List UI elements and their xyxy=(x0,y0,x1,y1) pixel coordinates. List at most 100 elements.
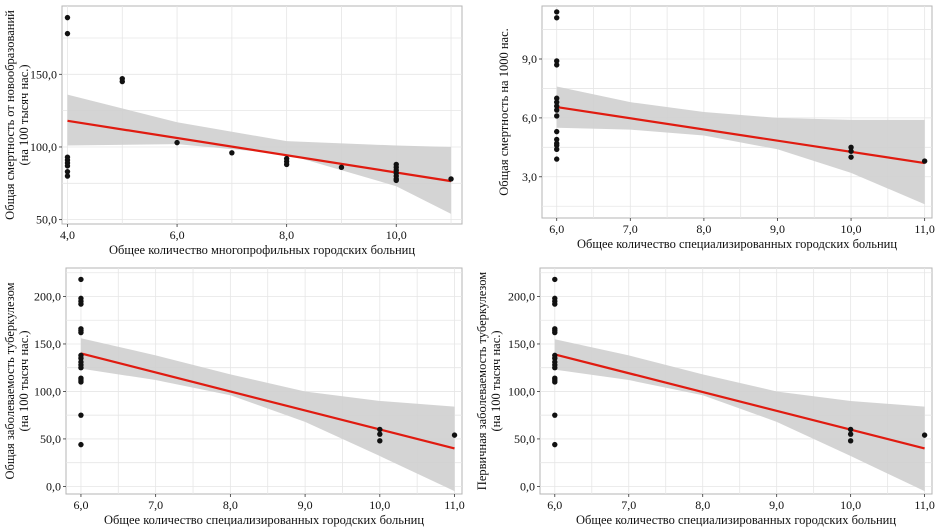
regression-line xyxy=(80,352,455,450)
data-point xyxy=(552,301,558,307)
data-point xyxy=(554,107,560,113)
data-point xyxy=(552,355,558,361)
data-point xyxy=(377,431,383,437)
y-tick-label: 150,0 xyxy=(508,337,535,351)
x-tick-label: 6,0 xyxy=(547,498,562,512)
data-point xyxy=(64,163,71,169)
x-tick-label: 9,0 xyxy=(770,222,785,236)
data-point xyxy=(64,173,71,179)
x-tick-label: 6,0 xyxy=(73,498,88,512)
y-tick-label: 200,0 xyxy=(34,289,61,303)
data-point xyxy=(552,379,558,385)
data-point xyxy=(921,432,928,438)
regression-line xyxy=(556,106,925,165)
data-point xyxy=(848,154,854,160)
data-point xyxy=(554,62,560,68)
x-tick-label: 7,0 xyxy=(621,498,636,512)
data-point xyxy=(554,156,560,162)
data-point xyxy=(78,441,84,448)
chart-tb-incidence-primary: 6,0 7,0 8,0 9,0 10,0 11,0 0,0 50,0 100,0 150,0 200… xyxy=(475,267,935,527)
data-point xyxy=(554,99,560,105)
data-point xyxy=(552,441,558,448)
data-point xyxy=(119,78,125,85)
chart-mortality-neoplasms: 4,0 6,0 8,0 10,0 50,0 100,0 150,0 Общее количес… xyxy=(3,5,463,257)
data-point xyxy=(174,139,180,146)
data-point xyxy=(552,276,558,283)
x-tick-label: 8,0 xyxy=(279,228,294,242)
data-point xyxy=(229,150,235,156)
x-axis-label: Общее количество специализированных горо… xyxy=(577,237,897,251)
data-point xyxy=(78,276,84,283)
x-tick-label: 10,0 xyxy=(841,222,862,236)
y-tick-label: 100,0 xyxy=(34,384,61,398)
y-tick-label: 200,0 xyxy=(508,289,535,303)
y-tick-label: 6,0 xyxy=(522,111,537,125)
y-tick-label: 50,0 xyxy=(514,432,535,446)
x-tick-label: 4,0 xyxy=(60,228,75,242)
y-axis-label-line: Общая смертность на 1000 нас. xyxy=(497,28,511,195)
data-point xyxy=(393,177,399,184)
data-point xyxy=(848,148,854,154)
data-point xyxy=(554,58,560,64)
data-point xyxy=(554,103,560,109)
x-tick-label: 11,0 xyxy=(914,498,935,512)
data-point xyxy=(554,128,560,135)
y-axis-label-line: (на 100 тысяч нас.) xyxy=(17,330,31,431)
data-point xyxy=(78,365,84,371)
data-point xyxy=(64,14,71,21)
data-point xyxy=(847,438,854,444)
data-point xyxy=(554,136,560,143)
y-axis-label-line: Общая смертность от новообразований xyxy=(3,10,17,220)
x-tick-label: 6,0 xyxy=(170,228,185,242)
x-axis-label: Общее количество специализированных горо… xyxy=(576,513,896,527)
y-axis-label: Общая смертность от новообразований (на 1… xyxy=(3,10,31,220)
data-point xyxy=(554,9,560,15)
data-point xyxy=(848,144,854,151)
data-point xyxy=(921,158,928,164)
data-point xyxy=(448,176,454,182)
data-point xyxy=(64,168,71,175)
chart-tb-incidence-total: 6,0 7,0 8,0 9,0 10,0 11,0 0,0 50,0 100,0 150,0 200… xyxy=(3,267,465,527)
y-tick-label: 0,0 xyxy=(46,479,61,493)
y-tick-label: 9,0 xyxy=(522,52,537,66)
data-point xyxy=(554,142,560,149)
data-point xyxy=(78,329,84,336)
x-tick-label: 8,0 xyxy=(696,222,711,236)
y-axis-label: Общая заболеваемость туберкулезом (на 100… xyxy=(3,282,31,479)
confidence-band xyxy=(556,86,925,205)
data-point xyxy=(78,355,84,361)
x-tick-label: 7,0 xyxy=(623,222,638,236)
data-point xyxy=(283,161,290,168)
x-tick-label: 9,0 xyxy=(769,498,784,512)
y-axis-label-line: Общая заболеваемость туберкулезом xyxy=(3,282,17,479)
y-tick-label: 150,0 xyxy=(34,337,61,351)
y-tick-label: 150,0 xyxy=(30,67,57,81)
data-point xyxy=(554,95,560,101)
y-axis-label-line: (на 100 тысяч нас.) xyxy=(489,330,503,431)
y-axis-label-line: Первичная заболеваемость туберкулезом xyxy=(475,272,489,490)
x-tick-label: 10,0 xyxy=(386,228,407,242)
confidence-band xyxy=(67,94,452,214)
data-point xyxy=(847,431,854,437)
data-point xyxy=(552,329,558,336)
y-tick-label: 0,0 xyxy=(520,479,535,493)
y-tick-label: 50,0 xyxy=(36,213,57,227)
y-tick-label: 50,0 xyxy=(40,432,61,446)
y-axis-label: Первичная заболеваемость туберкулезом (на… xyxy=(475,272,503,490)
x-axis-label: Общее количество специализированных горо… xyxy=(104,513,424,527)
y-tick-label: 3,0 xyxy=(522,170,537,184)
data-point xyxy=(552,412,558,418)
data-point xyxy=(554,15,560,21)
y-axis-label-line: (на 100 тысяч нас.) xyxy=(17,64,31,165)
data-point xyxy=(554,113,560,119)
data-point xyxy=(847,426,854,433)
x-tick-label: 11,0 xyxy=(914,222,935,236)
x-tick-label: 10,0 xyxy=(369,498,390,512)
x-tick-label: 11,0 xyxy=(444,498,465,512)
y-axis-label: Общая смертность на 1000 нас. xyxy=(497,28,511,195)
regression-line xyxy=(67,119,452,183)
data-point xyxy=(78,412,84,418)
data-point xyxy=(451,432,458,438)
data-point xyxy=(377,426,383,433)
